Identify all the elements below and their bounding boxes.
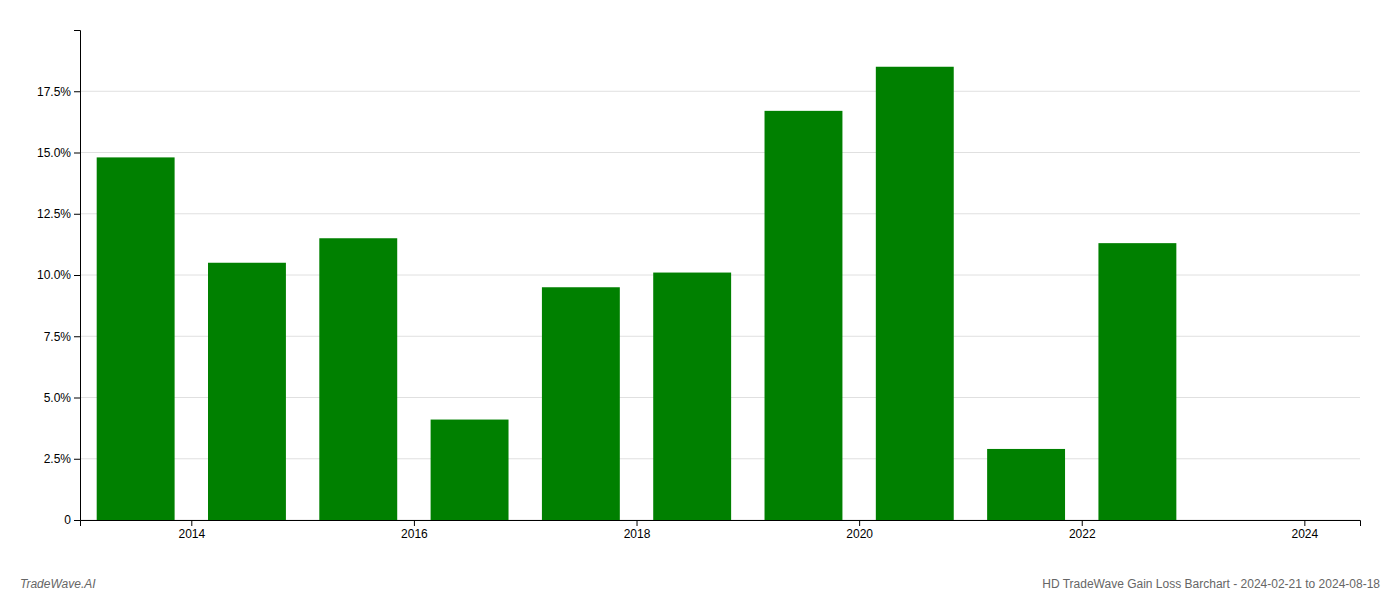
tick-label: 2018 [624, 527, 651, 541]
tick-label: 5.0% [44, 391, 72, 405]
grid-line [80, 152, 1360, 153]
bar [542, 287, 620, 520]
chart: 02.5%5.0%7.5%10.0%12.5%15.0%17.5%2014201… [0, 0, 1400, 600]
grid-line [80, 91, 1360, 92]
tick: 17.5% [37, 85, 80, 99]
tick-mark [74, 214, 80, 215]
tick-label: 7.5% [44, 330, 72, 344]
tick: 2022 [1069, 520, 1096, 541]
tick-label: 2024 [1291, 527, 1318, 541]
tick-label: 12.5% [37, 207, 71, 221]
tick-mark [637, 520, 638, 526]
tick: 2018 [624, 520, 651, 541]
tick-mark [74, 459, 80, 460]
footer-left: TradeWave.AI [20, 577, 96, 591]
tick: 2020 [846, 520, 873, 541]
tick: 12.5% [37, 207, 80, 221]
tick: 7.5% [44, 330, 80, 344]
grid [80, 91, 1360, 520]
tick-mark [74, 336, 80, 337]
tick: 10.0% [37, 268, 80, 282]
tick-label: 2.5% [44, 452, 72, 466]
tick-label: 2016 [401, 527, 428, 541]
tick: 5.0% [44, 391, 80, 405]
bar [765, 111, 843, 520]
bar [208, 263, 286, 520]
tick: 2016 [401, 520, 428, 541]
tick: 2024 [1291, 520, 1318, 541]
tick-mark [74, 153, 80, 154]
footer-right: HD TradeWave Gain Loss Barchart - 2024-0… [1042, 577, 1380, 591]
tick-mark [1082, 520, 1083, 526]
tick-mark [1304, 520, 1305, 526]
tick-mark [74, 275, 80, 276]
tick: 2014 [178, 520, 205, 541]
tick-label: 2020 [846, 527, 873, 541]
tick: 2.5% [44, 452, 80, 466]
tick-label: 2022 [1069, 527, 1096, 541]
tick-mark [191, 520, 192, 526]
tick-mark [74, 398, 80, 399]
tick-mark [859, 520, 860, 526]
y-axis: 0 2.5% 5.0% 7.5% 10.0% 12.5% 15.0% 17.5% [37, 31, 81, 528]
bar [987, 449, 1065, 520]
tick: 15.0% [37, 146, 80, 160]
grid-line [80, 213, 1360, 214]
axis-line [81, 521, 1361, 527]
x-axis: 2014 2016 2018 2020 2022 2024 [81, 520, 1361, 541]
plot-area [97, 67, 1177, 520]
footer: TradeWave.AI HD TradeWave Gain Loss Barch… [20, 577, 1380, 591]
axis-line [74, 31, 81, 521]
tick-mark [414, 520, 415, 526]
tick-label: 15.0% [37, 146, 71, 160]
tick-mark [74, 520, 80, 521]
bar [653, 273, 731, 520]
bar [431, 420, 509, 520]
bar [876, 67, 954, 520]
tick-label: 17.5% [37, 85, 71, 99]
tick-label: 2014 [178, 527, 205, 541]
bar [319, 238, 397, 520]
bar [1210, 520, 1288, 521]
tick-label: 10.0% [37, 268, 71, 282]
bar [97, 157, 175, 520]
tick-label: 0 [64, 513, 71, 527]
tick: 0 [64, 513, 80, 527]
tick-mark [74, 91, 80, 92]
bar [1098, 243, 1176, 520]
